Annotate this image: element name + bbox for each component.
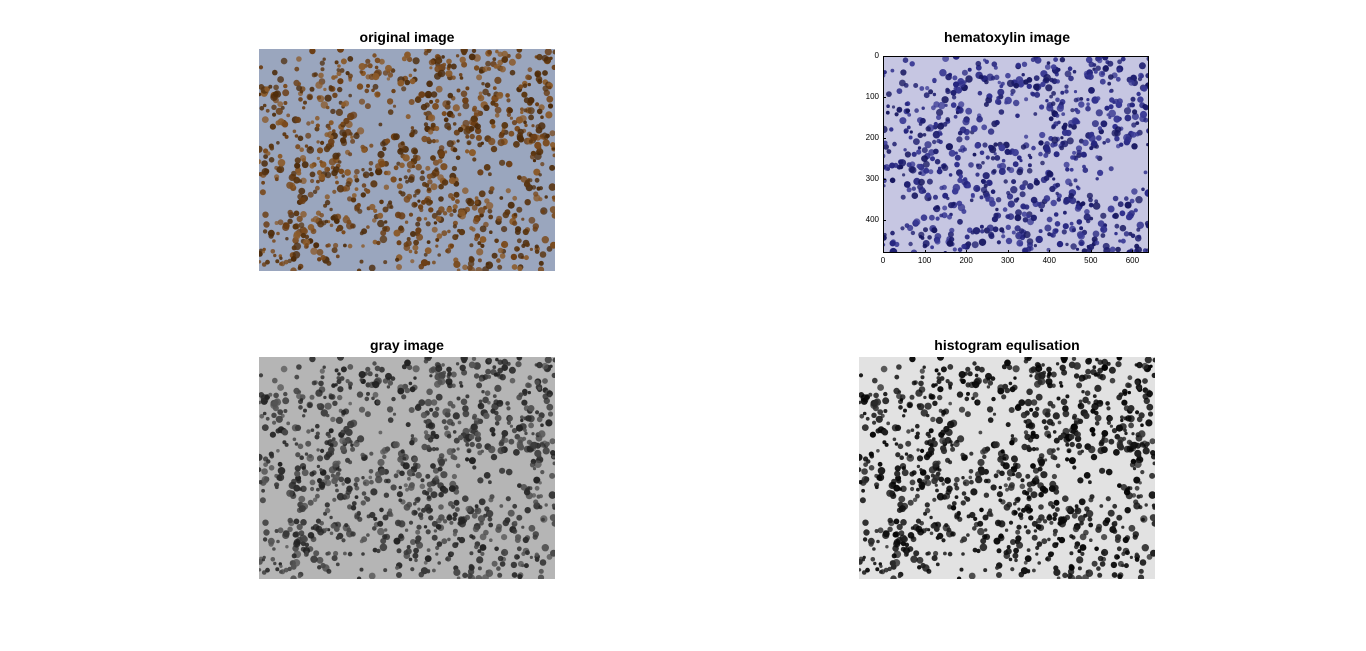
x-tick-label: 200: [959, 256, 973, 265]
y-tick-label: 300: [865, 174, 879, 184]
x-tick-mark: [1090, 250, 1092, 253]
x-tick-mark: [1132, 250, 1134, 253]
x-tick-label: 400: [1042, 256, 1056, 265]
y-tick-label: 200: [865, 133, 879, 143]
panel-title-histogram-equalisation: histogram equlisation: [934, 337, 1080, 353]
x-tick-label: 500: [1084, 256, 1098, 265]
x-tick-mark: [1007, 250, 1009, 253]
x-tick-mark: [883, 250, 884, 253]
hematoxylin-image: [883, 56, 1149, 253]
y-tick-mark: [883, 56, 886, 57]
y-tick-label: 400: [865, 215, 879, 225]
micrograph-texture: [883, 56, 1149, 253]
micrograph-texture: [259, 357, 555, 579]
original-image: [259, 49, 555, 271]
gray-image: [259, 357, 555, 579]
y-tick-label: 100: [865, 92, 879, 102]
y-tick-mark: [883, 138, 886, 140]
panel-title-gray: gray image: [370, 337, 444, 353]
y-tick-label: 0: [874, 51, 879, 60]
panel-title-hematoxylin: hematoxylin image: [943, 29, 1071, 45]
x-tick-mark: [1049, 250, 1051, 253]
y-tick-mark: [883, 97, 886, 99]
x-tick-label: 600: [1125, 256, 1140, 265]
micrograph-texture: [259, 49, 555, 271]
x-tick-mark: [924, 250, 926, 253]
x-tick-label: 100: [917, 256, 932, 265]
x-tick-label: 0: [880, 256, 886, 265]
y-tick-mark: [883, 179, 886, 181]
x-tick-mark: [966, 250, 968, 253]
micrograph-texture: [859, 357, 1155, 579]
x-tick-label: 300: [1001, 256, 1015, 265]
y-tick-mark: [883, 220, 886, 222]
panel-title-original: original image: [359, 29, 455, 45]
histogram-equalisation-image: [859, 357, 1155, 579]
